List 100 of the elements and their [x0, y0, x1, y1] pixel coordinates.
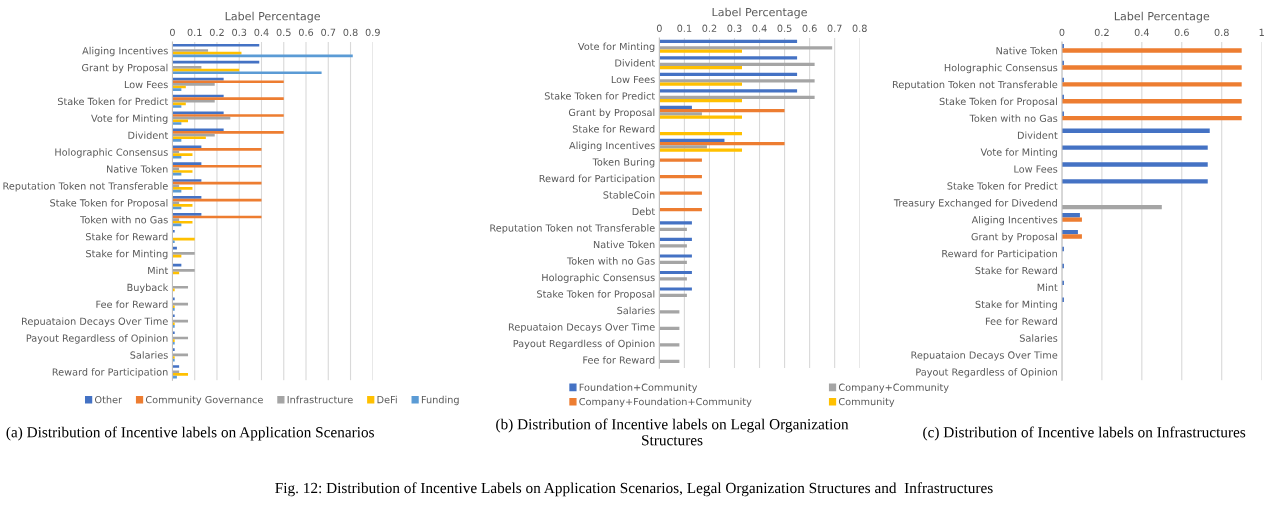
x-tick-label: 0.6 [298, 28, 314, 37]
y-tick-label: Low Fees [1014, 165, 1058, 173]
y-tick-label: Divident [128, 131, 169, 139]
legend-label: Community [838, 397, 895, 408]
y-tick-label: Token Buring [592, 158, 655, 168]
x-tick-label: 0.7 [827, 24, 842, 32]
x-tick-label: 0.4 [752, 24, 767, 32]
caption: Fig. 12: Distribution of Incentive Labels on Application Scenarios, Legal Organization Structures and Infrastructures [275, 482, 993, 497]
y-tick-label: Token with no Gas [566, 257, 655, 265]
y-tick-label: Stake for Reward [572, 125, 655, 133]
x-tick-label: 0.6 [802, 24, 817, 32]
x-tick-label: 0.5 [777, 24, 792, 32]
x-tick-label: 0.8 [852, 24, 867, 32]
y-tick-label: Aliging Incentives [971, 215, 1058, 226]
y-tick-label: Vote for Minting [91, 114, 168, 124]
y-tick-label: Salaries [617, 306, 655, 315]
y-tick-label: Vote for Minting [577, 42, 655, 52]
x-tick-label: 0.3 [232, 28, 247, 37]
text: (a) Distribution of Incentive labels on Application Scenarios [6, 426, 374, 441]
y-tick-label: Native Token [996, 46, 1057, 55]
y-tick-label: Reputation Token not Transferable [490, 224, 655, 234]
legend-label: Foundation+Community [579, 383, 698, 393]
x-tick-label: 0.4 [1134, 28, 1150, 37]
x-tick-label: 0.3 [727, 24, 742, 32]
y-tick-label: Stake for Minting [86, 249, 168, 260]
x-tick-label: 0 [1059, 28, 1065, 37]
legend-label: Company+Community [838, 383, 949, 393]
y-tick-label: Treasury Exchanged for Divedend [893, 199, 1057, 209]
y-tick-label: Holographic Consensus [944, 63, 1058, 74]
x-axis-title: Label Percentage [712, 7, 807, 19]
y-tick-label: Low Fees [611, 75, 655, 84]
y-tick-label: Native Token [107, 165, 168, 173]
y-tick-label: Reward for Participation [52, 368, 168, 378]
y-tick-label: Divident [1017, 131, 1058, 139]
y-tick-label: Debt [632, 207, 655, 216]
y-tick-label: Vote for Minting [980, 148, 1057, 158]
x-tick-label: 0.1 [677, 24, 692, 32]
x-tick-label: 0.2 [1094, 28, 1109, 37]
x-axis-title: Label Percentage [225, 11, 321, 23]
y-tick-label: Salaries [130, 351, 168, 359]
y-tick-label: Buyback [127, 283, 169, 293]
y-tick-label: Payout Regardless of Opinion [26, 334, 168, 344]
text: (c) Distribution of Incentive labels on Infrastructures [923, 426, 1246, 441]
y-tick-label: Stake for Minting [975, 300, 1057, 310]
x-tick-label: 0.5 [276, 28, 291, 37]
legend-label: Funding [421, 395, 459, 406]
y-tick-label: Repuataion Decays Over Time [911, 351, 1058, 361]
y-tick-label: Fee for Reward [985, 317, 1057, 325]
y-tick-label: Payout Regardless of Opinion [513, 339, 655, 350]
x-tick-label: 0 [170, 28, 175, 37]
y-tick-label: Reputation Token not Transferable [892, 80, 1058, 91]
y-tick-label: Stake Token for Predict [947, 182, 1058, 190]
x-tick-label: 0.1 [187, 28, 202, 37]
y-tick-label: Holographic Consensus [542, 273, 655, 284]
y-tick-label: Aliging Incentives [82, 46, 168, 57]
x-tick-label: 0.6 [1174, 28, 1189, 37]
y-tick-label: Token with no Gas [969, 114, 1058, 122]
y-tick-label: Low Fees [124, 80, 168, 89]
y-tick-label: Grant by Proposal [971, 232, 1057, 243]
legend-label: Community Governance [145, 395, 263, 406]
y-tick-label: Mint [148, 266, 169, 275]
x-tick-label: 0.8 [1214, 28, 1229, 37]
y-tick-label: Token with no Gas [80, 215, 168, 224]
legend-label: Other [94, 395, 123, 404]
y-tick-label: Stake Token for Proposal [537, 290, 655, 300]
y-tick-label: Stake for Reward [975, 266, 1057, 275]
y-tick-label: Stake for Reward [85, 232, 168, 241]
text: (b) Distribution of Incentive labels on Legal Organization Structures [496, 418, 849, 446]
y-tick-label: Aliging Incentives [569, 141, 655, 152]
y-tick-label: Fee for Reward [583, 356, 655, 364]
y-tick-label: Salaries [1019, 334, 1058, 342]
x-tick-label: 1 [1259, 28, 1264, 36]
x-tick-label: 0.7 [321, 28, 336, 37]
y-tick-label: Holographic Consensus [55, 148, 168, 158]
y-tick-label: Native Token [593, 240, 655, 249]
y-tick-label: Reward for Participation [539, 174, 655, 185]
y-tick-label: Repuataion Decays Over Time [508, 323, 655, 333]
y-tick-label: Grant by Proposal [568, 108, 655, 118]
y-tick-label: Stake Token for Predict [544, 92, 655, 100]
x-tick-label: 0.8 [343, 28, 358, 37]
y-tick-label: Stake Token for Predict [57, 97, 169, 106]
legend-label: Infrastructure [287, 395, 353, 404]
y-tick-label: Reputation Token not Transferable [3, 182, 168, 192]
y-tick-label: Reward for Participation [942, 249, 1057, 260]
y-tick-label: Payout Regardless of Opinion [916, 368, 1057, 378]
y-tick-label: Fee for Reward [96, 300, 168, 308]
y-tick-label: StableCoin [603, 191, 655, 199]
legend-label: Company+Foundation+Community [579, 397, 752, 408]
y-tick-label: Stake Token for Proposal [939, 97, 1057, 107]
y-tick-label: Stake Token for Proposal [50, 199, 168, 209]
x-tick-label: 0 [656, 24, 662, 32]
x-tick-label: 0.9 [365, 28, 380, 37]
x-tick-label: 0.2 [209, 28, 224, 37]
y-tick-label: Repuataion Decays Over Time [22, 317, 168, 327]
y-tick-label: Mint [1037, 283, 1058, 291]
legend-label: DeFi [377, 395, 397, 404]
y-tick-label: Grant by Proposal [82, 63, 168, 74]
y-tick-label: Divident [615, 59, 655, 67]
x-tick-label: 0.2 [702, 24, 717, 32]
x-tick-label: 0.4 [254, 28, 269, 37]
